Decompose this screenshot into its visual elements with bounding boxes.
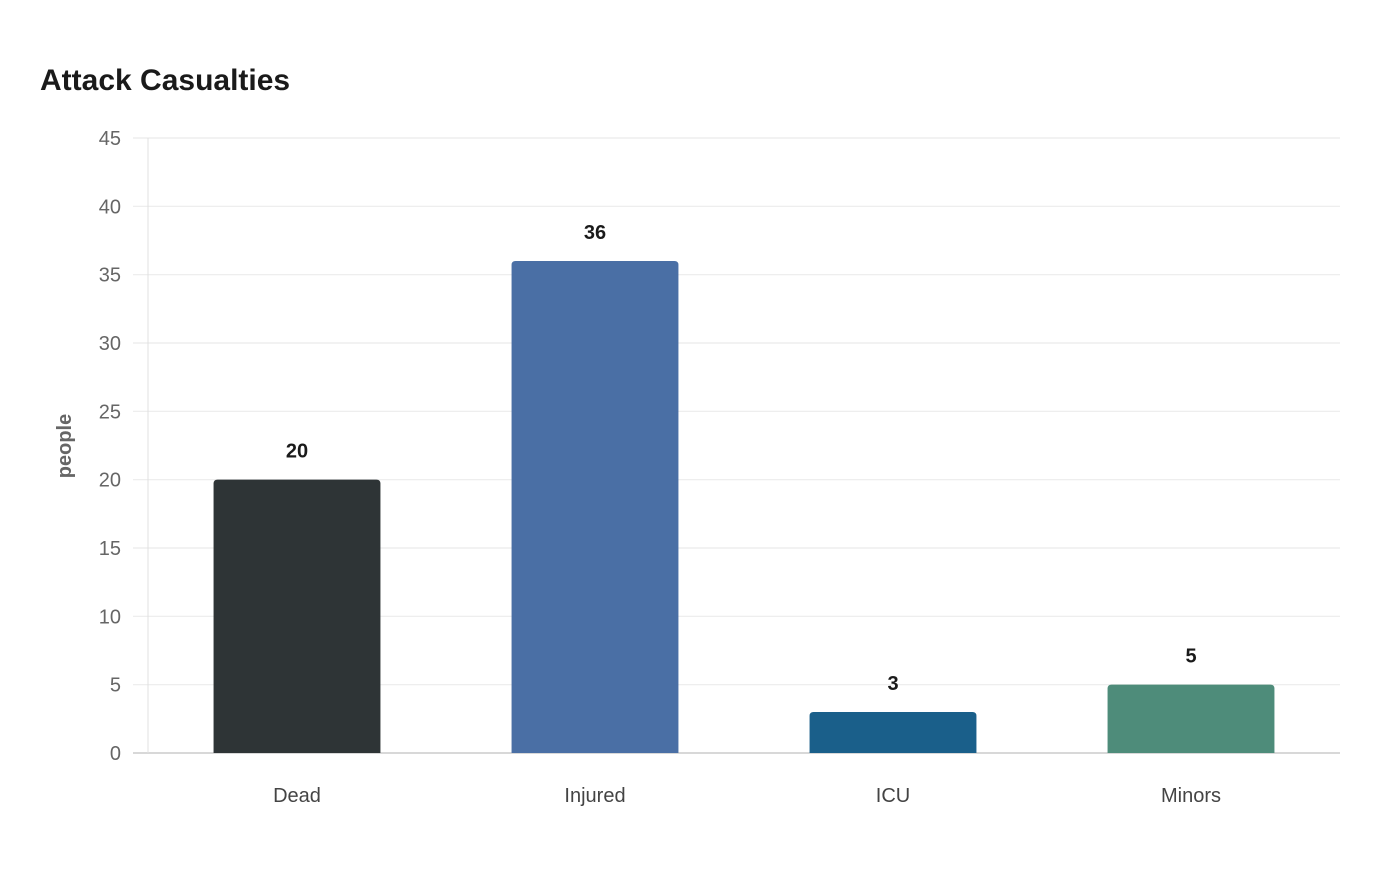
bar-injured <box>511 261 679 753</box>
y-tick-label: 40 <box>99 196 121 218</box>
x-tick-label: Minors <box>1161 785 1221 807</box>
bar-icu <box>809 712 977 753</box>
y-tick-label: 15 <box>99 538 121 560</box>
y-tick-label: 5 <box>110 675 121 697</box>
bar-minors <box>1107 684 1275 753</box>
x-tick-label: ICU <box>876 785 910 807</box>
y-tick-label: 10 <box>99 606 121 628</box>
y-tick-label: 35 <box>99 265 121 287</box>
y-tick-label: 0 <box>110 743 121 765</box>
x-tick-label: Injured <box>564 785 625 807</box>
y-tick-label: 20 <box>99 470 121 492</box>
y-tick-label: 45 <box>99 128 121 150</box>
data-label: 5 <box>1185 646 1196 668</box>
y-tick-label: 25 <box>99 401 121 423</box>
bar-dead <box>213 479 381 753</box>
y-tick-label: 30 <box>99 333 121 355</box>
data-label: 36 <box>584 222 606 244</box>
data-label: 3 <box>887 673 898 695</box>
x-tick-label: Dead <box>273 785 321 807</box>
data-label: 20 <box>286 441 308 463</box>
chart-title: Attack Casualties <box>40 64 290 97</box>
y-axis-label: people <box>54 414 76 478</box>
